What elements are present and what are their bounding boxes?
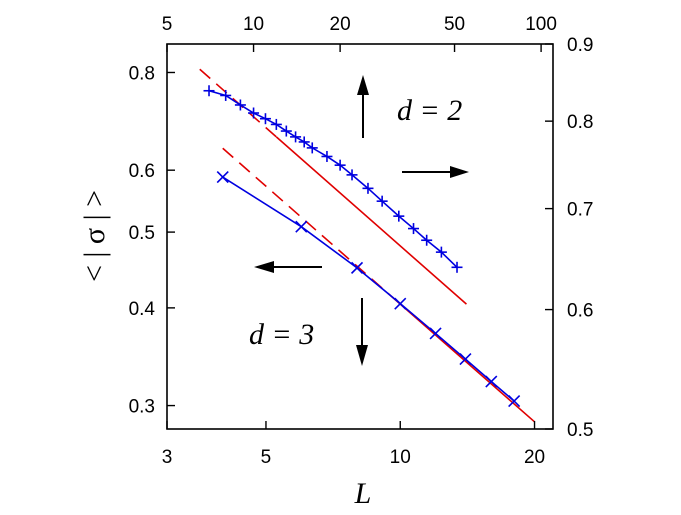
plus-marker bbox=[435, 246, 447, 258]
plus-marker bbox=[421, 234, 433, 246]
plot-frame bbox=[166, 43, 554, 430]
bottom-x-tick-label: 10 bbox=[390, 447, 411, 468]
cross-marker bbox=[295, 220, 308, 233]
bottom-x-tick-label: 5 bbox=[261, 447, 272, 468]
plus-marker bbox=[290, 131, 302, 143]
marker-stroke bbox=[350, 261, 364, 274]
left-y-tick-label: 0.4 bbox=[129, 299, 156, 320]
marker-stroke bbox=[459, 353, 472, 366]
data-markers bbox=[203, 85, 521, 408]
plus-marker bbox=[362, 182, 374, 194]
axis-ticks bbox=[166, 43, 553, 430]
y-axis-title: < | σ | > bbox=[78, 190, 111, 282]
marker-stroke bbox=[216, 170, 229, 184]
right-y-tick-label: 0.9 bbox=[567, 35, 593, 56]
plus-marker bbox=[376, 195, 388, 207]
plus-marker bbox=[248, 107, 260, 119]
annotation-d2: d = 2 bbox=[397, 94, 462, 127]
plus-marker bbox=[393, 210, 405, 222]
series-line bbox=[222, 176, 515, 402]
annotation-d3: d = 3 bbox=[249, 318, 314, 351]
fit-line-solid bbox=[275, 136, 467, 305]
cross-marker bbox=[394, 297, 407, 310]
plus-marker bbox=[451, 261, 463, 273]
left-y-tick-label: 0.5 bbox=[129, 223, 155, 244]
plus-marker bbox=[346, 169, 358, 181]
arrow-right bbox=[402, 166, 469, 178]
cross-marker bbox=[216, 170, 229, 184]
plus-marker bbox=[270, 118, 282, 130]
top-x-tick-label: 20 bbox=[330, 14, 351, 35]
right-y-tick-label: 0.5 bbox=[567, 420, 593, 441]
plus-marker bbox=[298, 136, 310, 148]
plus-marker bbox=[259, 113, 271, 125]
right-y-tick-label: 0.8 bbox=[567, 112, 593, 133]
marker-stroke bbox=[394, 297, 407, 310]
top-x-tick-label: 10 bbox=[243, 14, 264, 35]
plus-marker bbox=[280, 125, 292, 137]
marker-stroke bbox=[429, 327, 442, 340]
top-x-tick-label: 50 bbox=[444, 14, 465, 35]
marker-stroke bbox=[295, 220, 308, 233]
plus-marker bbox=[203, 85, 215, 97]
cross-marker bbox=[485, 375, 498, 388]
arrow-down bbox=[356, 298, 368, 366]
arrow-left bbox=[254, 261, 322, 273]
bottom-x-tick-label: 3 bbox=[162, 447, 173, 468]
plus-marker bbox=[234, 99, 246, 111]
arrow-up bbox=[357, 75, 369, 138]
right-y-tick-label: 0.7 bbox=[567, 200, 593, 221]
x-axis-title: L bbox=[354, 477, 372, 510]
right-y-tick-label: 0.6 bbox=[567, 301, 593, 322]
plus-marker bbox=[321, 150, 333, 162]
plus-marker bbox=[306, 142, 318, 154]
left-y-tick-label: 0.6 bbox=[129, 161, 155, 182]
series-line bbox=[208, 89, 458, 268]
left-y-tick-label: 0.3 bbox=[129, 397, 155, 418]
top-x-tick-label: 5 bbox=[162, 14, 173, 35]
cross-marker bbox=[508, 395, 521, 408]
marker-stroke bbox=[485, 375, 498, 388]
top-x-tick-label: 100 bbox=[525, 14, 557, 35]
plus-marker bbox=[334, 159, 346, 171]
plus-marker bbox=[220, 89, 232, 101]
fit-lines bbox=[199, 68, 536, 423]
cross-marker bbox=[429, 327, 442, 340]
left-y-tick-label: 0.8 bbox=[129, 63, 155, 84]
bottom-x-tick-label: 20 bbox=[524, 447, 545, 468]
plus-marker bbox=[408, 223, 420, 235]
marker-stroke bbox=[508, 395, 521, 408]
axis-tick-labels: 3 5 10 20 5 10 20 50 100 0.3 0.4 0.5 0.6 0.8 0.5 0.6 0.7… bbox=[129, 14, 594, 468]
cross-marker bbox=[350, 261, 364, 274]
cross-marker bbox=[459, 353, 472, 366]
